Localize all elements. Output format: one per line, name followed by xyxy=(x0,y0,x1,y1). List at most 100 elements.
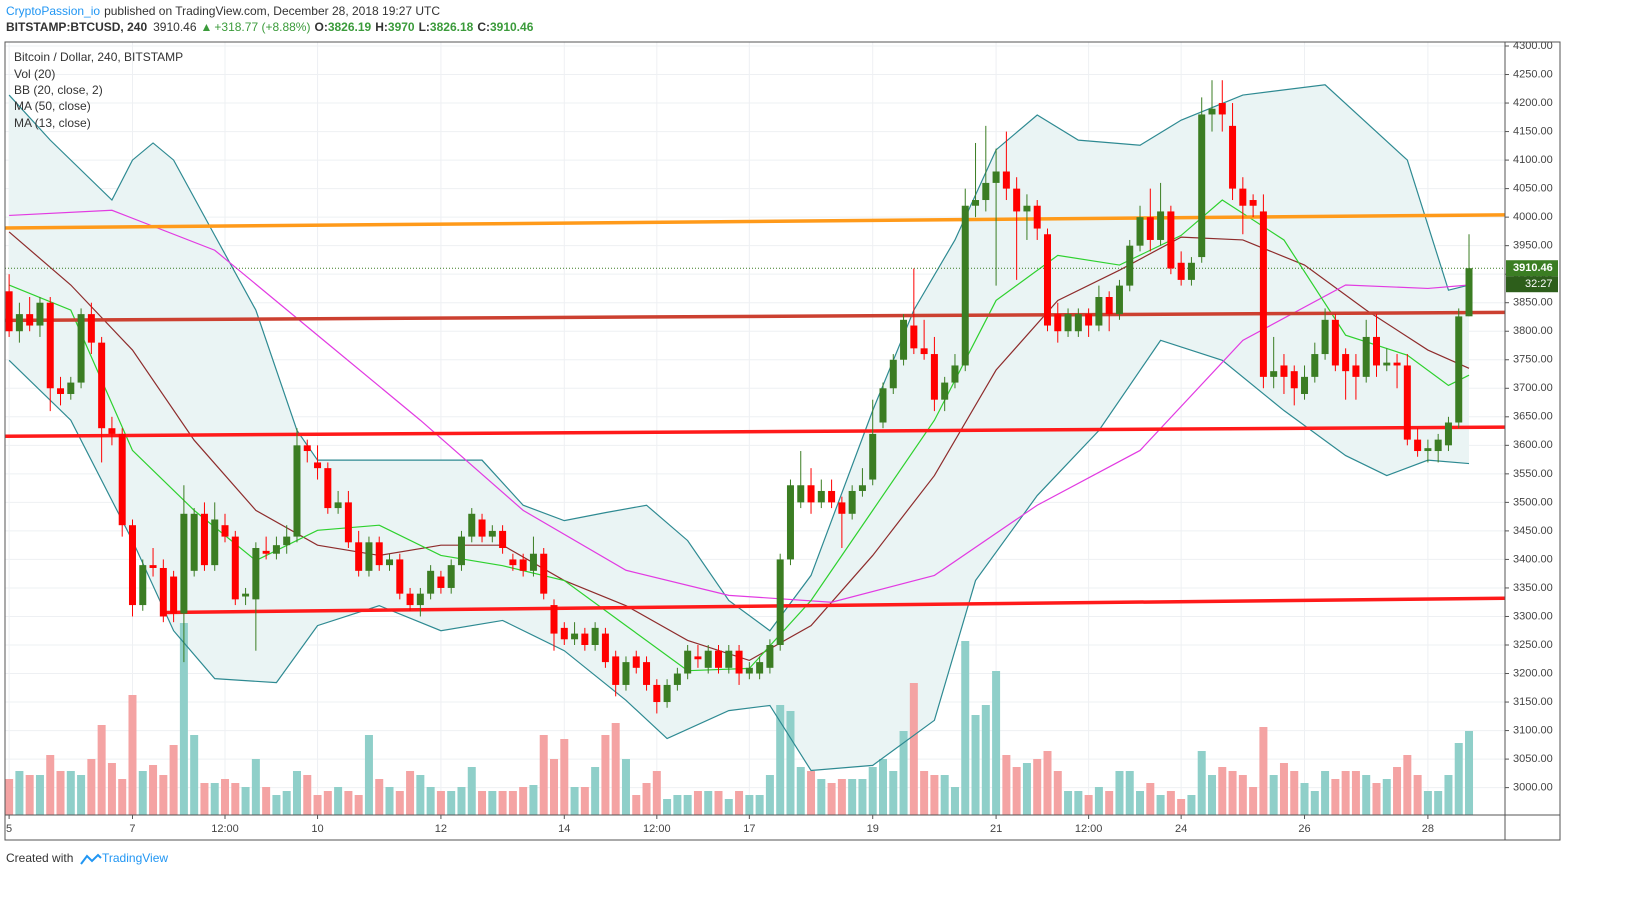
x-tick-label: 7 xyxy=(129,823,135,835)
x-tick-label: 5 xyxy=(6,823,12,835)
legend-ma50: MA (50, close) xyxy=(14,99,91,113)
volume-bar xyxy=(724,799,733,815)
candle-body xyxy=(344,502,352,543)
candle-body xyxy=(334,502,342,509)
volume-bar xyxy=(426,787,435,815)
volume-bar xyxy=(190,735,199,815)
volume-bar xyxy=(282,791,291,815)
volume-bar xyxy=(889,771,898,815)
candle-body xyxy=(1424,448,1432,452)
candle-body xyxy=(540,553,548,594)
candle-body xyxy=(961,205,969,366)
h-value: 3970 xyxy=(388,20,415,34)
candle-body xyxy=(1414,439,1422,452)
candle-body xyxy=(694,656,702,660)
volume-bar xyxy=(1002,755,1011,815)
volume-bar xyxy=(858,779,867,815)
y-tick-label: 3650.00 xyxy=(1513,411,1553,423)
volume-bar xyxy=(1064,791,1073,815)
candle-body xyxy=(406,593,414,606)
legend: Bitcoin / Dollar, 240, BITSTAMP Vol (20)… xyxy=(14,50,183,130)
volume-bar xyxy=(1012,767,1021,815)
volume-bar xyxy=(1218,767,1227,815)
candle-body xyxy=(1280,365,1288,377)
candle-body xyxy=(1105,297,1113,315)
volume-bar xyxy=(457,787,466,815)
candle-body xyxy=(519,559,527,571)
candle-body xyxy=(457,536,465,566)
volume-bar xyxy=(251,759,260,815)
volume-bar xyxy=(920,771,929,815)
volume-bar xyxy=(817,779,826,815)
candle-body xyxy=(67,382,75,394)
volume-bar xyxy=(1403,755,1412,815)
volume-bar xyxy=(550,759,559,815)
candle-body xyxy=(478,519,486,537)
footer-brand[interactable]: TradingView xyxy=(102,851,168,865)
y-tick-label: 3050.00 xyxy=(1513,753,1553,765)
trend-line xyxy=(4,310,1506,323)
volume-bar xyxy=(1136,791,1145,815)
countdown-badge xyxy=(1506,276,1558,293)
x-tick-label: 14 xyxy=(558,823,570,835)
candle-body xyxy=(416,593,424,606)
candle-body xyxy=(745,667,753,674)
candle-body xyxy=(15,314,23,332)
volume-bar xyxy=(385,787,394,815)
y-tick-label: 3850.00 xyxy=(1513,297,1553,309)
volume-bar xyxy=(837,779,846,815)
y-tick-label: 3200.00 xyxy=(1513,667,1553,679)
candle-body xyxy=(848,490,856,514)
volume-bar xyxy=(632,795,641,815)
candle-body xyxy=(725,650,733,668)
y-tick-label: 3350.00 xyxy=(1513,582,1553,594)
volume-bar xyxy=(25,775,34,815)
candle-body xyxy=(283,536,291,546)
y-tick-label: 3750.00 xyxy=(1513,354,1553,366)
volume-bar xyxy=(66,771,75,815)
candle-body xyxy=(807,485,815,503)
candle-body xyxy=(1002,171,1010,189)
volume-bar xyxy=(693,791,702,815)
candle-body xyxy=(139,565,147,606)
volume-bar xyxy=(1074,791,1083,815)
volume-bar xyxy=(323,791,332,815)
chart-title: Bitcoin / Dollar, 240, BITSTAMP xyxy=(14,50,183,64)
y-tick-label: 4300.00 xyxy=(1513,40,1553,52)
volume-bar xyxy=(570,787,579,815)
candle-body xyxy=(920,348,928,355)
volume-bar xyxy=(652,771,661,815)
trend-line xyxy=(4,213,1506,230)
volume-bar xyxy=(796,767,805,815)
y-tick-label: 4100.00 xyxy=(1513,154,1553,166)
volume-bar xyxy=(714,791,723,815)
candle-body xyxy=(591,627,599,645)
y-tick-label: 3700.00 xyxy=(1513,382,1553,394)
candle-body xyxy=(601,633,609,663)
volume-bar xyxy=(1372,783,1381,815)
volume-bar xyxy=(241,787,250,815)
bb-fill xyxy=(9,84,1470,771)
volume-bar xyxy=(1423,791,1432,815)
trend-line xyxy=(4,425,1506,438)
candle-body xyxy=(1177,262,1185,280)
candle-body xyxy=(488,530,496,537)
candle-body xyxy=(1013,188,1021,212)
volume-bar xyxy=(1177,799,1186,815)
candle-body xyxy=(149,565,157,568)
volume-bar xyxy=(416,775,425,815)
volume-bar xyxy=(591,767,600,815)
candle-body xyxy=(272,545,280,554)
y-tick-label: 3400.00 xyxy=(1513,553,1553,565)
candle-body xyxy=(1218,103,1226,115)
candle-body xyxy=(941,382,949,400)
candle-body xyxy=(766,644,774,668)
candle-body xyxy=(869,433,877,480)
volume-bar xyxy=(1382,779,1391,815)
candle-body xyxy=(1393,362,1401,366)
x-tick-label: 12:00 xyxy=(643,823,671,835)
author[interactable]: CryptoPassion_io xyxy=(6,4,100,18)
volume-bar xyxy=(1290,771,1299,815)
candle-body xyxy=(46,302,54,389)
volume-bar xyxy=(1465,731,1474,815)
